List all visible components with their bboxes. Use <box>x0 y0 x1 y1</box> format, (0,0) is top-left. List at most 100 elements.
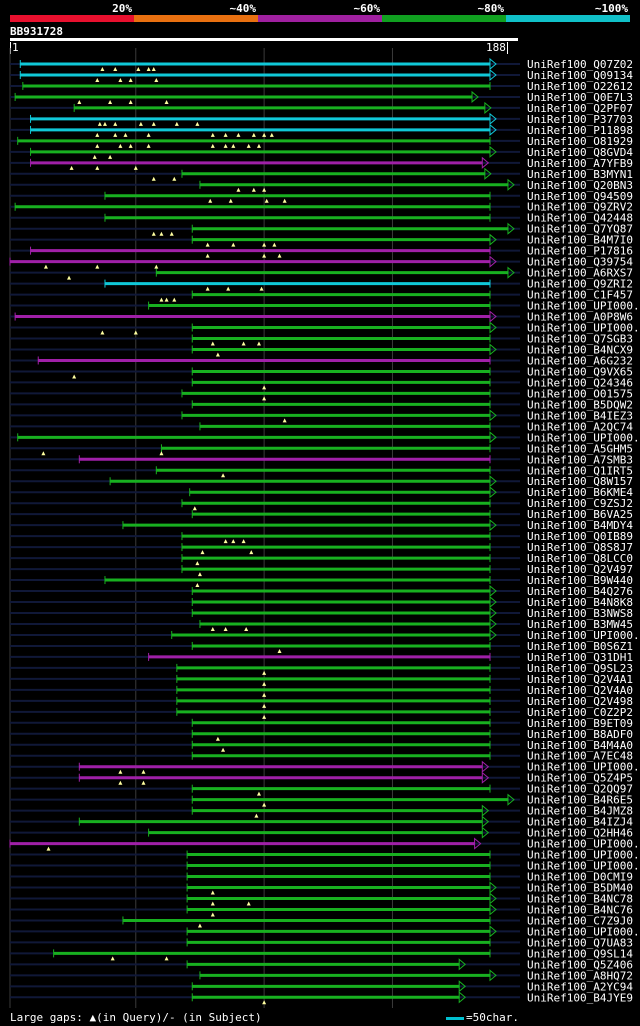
hit-label[interactable]: UniRef100_A7YFB9 <box>527 157 633 170</box>
hit-label[interactable]: UniRef100_Q7SGB3 <box>527 333 633 346</box>
hit-label[interactable]: UniRef100_C1F457 <box>527 289 633 302</box>
hit-label[interactable]: UniRef100_Q8LCC0 <box>527 552 633 565</box>
hit-label[interactable]: UniRef100_UPI000... <box>527 838 640 851</box>
hit-label[interactable]: UniRef100_Q42448 <box>527 212 633 225</box>
query-gap-marker-icon <box>262 242 267 247</box>
hit-label[interactable]: UniRef100_Q2V4A1 <box>527 673 633 686</box>
hit-label[interactable]: UniRef100_B4NC78 <box>527 892 633 905</box>
hit-label[interactable]: UniRef100_B4NC76 <box>527 903 633 916</box>
hit-label[interactable]: UniRef100_B4NCX9 <box>527 343 633 356</box>
hit-label[interactable]: UniRef100_Q2PF07 <box>527 102 633 115</box>
hit-label[interactable]: UniRef100_Q9SL14 <box>527 947 633 960</box>
hit-label[interactable]: UniRef100_Q2V4A0 <box>527 684 633 697</box>
query-gap-marker-icon <box>262 802 267 807</box>
hit-label[interactable]: UniRef100_O81929 <box>527 135 633 148</box>
query-gap-marker-icon <box>241 539 246 544</box>
hit-label[interactable]: UniRef100_P37703 <box>527 113 633 126</box>
hit-label[interactable]: UniRef100_Q8GVD4 <box>527 146 633 159</box>
hit-label[interactable]: UniRef100_Q1IRT5 <box>527 464 633 477</box>
hit-label[interactable]: UniRef100_B3MYN1 <box>527 168 633 181</box>
hit-label[interactable]: UniRef100_Q09134 <box>527 69 633 82</box>
hit-label[interactable]: UniRef100_P11898 <box>527 124 633 137</box>
hit-label[interactable]: UniRef100_Q8W157 <box>527 475 633 488</box>
hit-label[interactable]: UniRef100_D0CMI9 <box>527 871 633 884</box>
hit-label[interactable]: UniRef100_UPI000... <box>527 629 640 642</box>
hit-label[interactable]: UniRef100_Q24346 <box>527 376 633 389</box>
hit-label[interactable]: UniRef100_Q9SL23 <box>527 662 633 675</box>
hit-label[interactable]: UniRef100_B4MDY4 <box>527 519 633 532</box>
hit-label[interactable]: UniRef100_B4IZJ4 <box>527 816 633 829</box>
hit-label[interactable]: UniRef100_Q07Z02 <box>527 58 633 71</box>
hit-label[interactable]: UniRef100_B8ADF0 <box>527 728 633 741</box>
hit-label[interactable]: UniRef100_B4Q276 <box>527 585 633 598</box>
hit-label[interactable]: UniRef100_Q39754 <box>527 256 633 269</box>
hit-label[interactable]: UniRef100_Q7YQ87 <box>527 223 633 236</box>
hit-label[interactable]: UniRef100_B3MW45 <box>527 618 633 631</box>
hit-label[interactable]: UniRef100_B4JYE9 <box>527 991 633 1004</box>
hit-label[interactable]: UniRef100_Q0IB89 <box>527 530 633 543</box>
hit-label[interactable]: UniRef100_UPI000... <box>527 322 640 335</box>
query-gap-marker-icon <box>282 198 287 203</box>
hit-label[interactable]: UniRef100_A6RXS7 <box>527 267 633 280</box>
hit-label[interactable]: UniRef100_Q9ZRI2 <box>527 278 633 291</box>
query-gap-marker-icon <box>154 77 159 82</box>
hit-label[interactable]: UniRef100_B9W440 <box>527 574 633 587</box>
hit-label[interactable]: UniRef100_B3NWS8 <box>527 607 633 620</box>
hit-label[interactable]: UniRef100_A7EC48 <box>527 750 633 763</box>
hit-label[interactable]: UniRef100_UPI000... <box>527 761 640 774</box>
hit-label[interactable]: UniRef100_C7Z9J0 <box>527 914 633 927</box>
hit-label[interactable]: UniRef100_A5GHM5 <box>527 442 633 455</box>
hit-label[interactable]: UniRef100_Q9VX65 <box>527 365 633 378</box>
hit-label[interactable]: UniRef100_Q2V498 <box>527 695 633 708</box>
hit-label[interactable]: UniRef100_UPI000... <box>527 925 640 938</box>
hit-label[interactable]: UniRef100_B5DM40 <box>527 882 633 895</box>
hit-label[interactable]: UniRef100_Q5Z4P5 <box>527 772 633 785</box>
query-gap-marker-icon <box>95 132 100 137</box>
hit-label[interactable]: UniRef100_B4JMZ8 <box>527 805 633 818</box>
hit-label[interactable]: UniRef100_B4N8K8 <box>527 596 633 609</box>
hit-label[interactable]: UniRef100_C9ZSJ2 <box>527 497 633 510</box>
hit-label[interactable]: UniRef100_B4M7I0 <box>527 234 633 247</box>
hit-label[interactable]: UniRef100_A2QC74 <box>527 420 633 433</box>
hit-arrow-icon <box>489 310 497 323</box>
hit-label[interactable]: UniRef100_A0P8W6 <box>527 311 633 324</box>
hit-label[interactable]: UniRef100_UPI000... <box>527 860 640 873</box>
hit-label[interactable]: UniRef100_B5DQW2 <box>527 398 633 411</box>
query-gap-marker-icon <box>151 176 156 181</box>
query-gap-marker-icon <box>221 747 226 752</box>
hit-label[interactable]: UniRef100_Q5Z406 <box>527 958 633 971</box>
hit-label[interactable]: UniRef100_B9ET09 <box>527 717 633 730</box>
query-gap-marker-icon <box>205 253 210 258</box>
hit-label[interactable]: UniRef100_UPI000... <box>527 431 640 444</box>
hit-label[interactable]: UniRef100_B4R6E5 <box>527 794 633 807</box>
hit-label[interactable]: UniRef100_A7SMB3 <box>527 453 633 466</box>
hit-label[interactable]: UniRef100_C0Z2P2 <box>527 706 633 719</box>
hit-label[interactable]: UniRef100_Q7UA83 <box>527 936 633 949</box>
query-gap-marker-icon <box>205 286 210 291</box>
query-gap-marker-icon <box>72 374 77 379</box>
hit-label[interactable]: UniRef100_Q94509 <box>527 190 633 203</box>
hit-label[interactable]: UniRef100_Q2QQ97 <box>527 783 633 796</box>
hit-label[interactable]: UniRef100_A2YC94 <box>527 980 633 993</box>
hit-arrow-icon <box>489 486 497 499</box>
hit-arrow-icon <box>481 815 490 828</box>
hit-label[interactable]: UniRef100_P17816 <box>527 245 633 258</box>
hit-label[interactable]: UniRef100_B6VA25 <box>527 508 633 521</box>
hit-label[interactable]: UniRef100_B6KME4 <box>527 486 633 499</box>
hit-label[interactable]: UniRef100_B0S6Z1 <box>527 640 633 653</box>
hit-label[interactable]: UniRef100_Q20BN3 <box>527 179 633 192</box>
hit-label[interactable]: UniRef100_Q0E7L3 <box>527 91 633 104</box>
hit-label[interactable]: UniRef100_Q2V497 <box>527 563 633 576</box>
hit-label[interactable]: UniRef100_O22612 <box>527 80 633 93</box>
hit-label[interactable]: UniRef100_UPI000... <box>527 300 640 313</box>
hit-label[interactable]: UniRef100_Q8S8J7 <box>527 541 633 554</box>
hit-label[interactable]: UniRef100_Q9ZRV2 <box>527 201 633 214</box>
hit-label[interactable]: UniRef100_Q31DH1 <box>527 651 633 664</box>
hit-label[interactable]: UniRef100_O01575 <box>527 387 633 400</box>
hit-label[interactable]: UniRef100_Q2HH46 <box>527 827 633 840</box>
hit-label[interactable]: UniRef100_B4M4A0 <box>527 739 633 752</box>
hit-label[interactable]: UniRef100_A6G232 <box>527 354 633 367</box>
hit-label[interactable]: UniRef100_A8HQ72 <box>527 969 633 982</box>
hit-label[interactable]: UniRef100_B4IEZ3 <box>527 409 633 422</box>
hit-label[interactable]: UniRef100_UPI000... <box>527 849 640 862</box>
